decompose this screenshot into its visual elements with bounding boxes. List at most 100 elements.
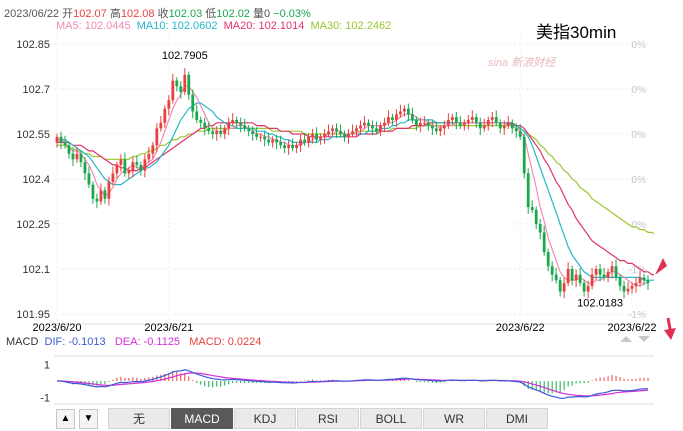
low-value: 102.02 (216, 8, 250, 20)
candle-body (442, 125, 446, 129)
candle-body (231, 119, 235, 123)
candle-body (570, 269, 574, 281)
right-tick-label: 0% (632, 130, 647, 141)
candle-body (642, 277, 646, 281)
x-tick-label: 2023/6/22 (608, 322, 657, 334)
candle-body (111, 173, 115, 182)
candle-body (227, 122, 231, 129)
scroll-arrows[interactable] (620, 336, 650, 342)
volume-label: 量 (253, 8, 264, 20)
candle-body (247, 128, 251, 132)
candlesticks (55, 68, 650, 299)
right-tick-label: 0% (632, 175, 647, 186)
volume-value: 0 (264, 8, 271, 20)
tab-boll[interactable]: BOLL (360, 408, 422, 429)
dif-line (57, 369, 649, 399)
candle-body (498, 122, 502, 129)
candle-body (307, 136, 310, 143)
candle-body (199, 119, 203, 123)
tab-macd[interactable]: MACD (171, 408, 233, 429)
candle-body (159, 122, 163, 129)
candle-body (151, 145, 155, 154)
candle-body (399, 111, 402, 115)
candle-body (335, 128, 338, 132)
candle-body (379, 125, 382, 132)
open-value: 102.07 (73, 8, 107, 20)
candle-body (327, 131, 330, 134)
candle-body (311, 134, 314, 137)
moving-averages (57, 85, 654, 287)
right-tick-label: 0% (632, 220, 647, 231)
ma10-legend: MA10: 102.0602 (136, 20, 218, 32)
candle-body (299, 139, 302, 146)
candle-body (271, 139, 275, 143)
candle-body (606, 271, 610, 278)
candle-body (458, 122, 462, 126)
candle-body (95, 198, 99, 202)
candle-body (534, 209, 538, 224)
high-label: 高 (109, 8, 121, 20)
candle-body (291, 145, 294, 149)
candle-body (387, 117, 390, 123)
candle-body (87, 173, 91, 185)
tab-kdj[interactable]: KDJ (234, 408, 296, 429)
candle-body (127, 170, 131, 174)
candle-body (175, 80, 179, 87)
candle-body (522, 136, 526, 174)
price-annotations: 102.7905 102.0183 (162, 50, 623, 309)
candle-body (331, 128, 334, 132)
macd-title: MACD (6, 336, 39, 348)
ma30-line (57, 124, 654, 235)
candle-body (359, 125, 362, 129)
tab-rsi[interactable]: RSI (297, 408, 359, 429)
macd-lines (57, 369, 649, 399)
candle-body (518, 131, 522, 137)
candle-body (179, 86, 183, 92)
tab-none[interactable]: 无 (108, 408, 170, 429)
macd-legend: MACD DIF: -0.1013 DEA: -0.1125 MACD: 0.0… (6, 336, 261, 348)
candle-body (414, 119, 418, 126)
candle-body (626, 288, 630, 292)
ma-legend: MA5: 102.0445 MA10: 102.0602 MA20: 102.1… (56, 20, 391, 32)
ohlc-date: 2023/06/22 (4, 8, 60, 20)
candle-body (614, 266, 618, 278)
candle-body (554, 274, 558, 281)
zoom-out-button[interactable]: ▼ (79, 409, 98, 429)
candle-body (323, 134, 326, 137)
ma30-legend: MA30: 102.2462 (310, 20, 392, 32)
tab-wr[interactable]: WR (423, 408, 485, 429)
candle-body (466, 119, 470, 123)
y-tick-label: 102.7 (22, 84, 50, 96)
candle-body (191, 94, 195, 112)
tab-dmi[interactable]: DMI (486, 408, 548, 429)
candle-body (630, 285, 634, 289)
right-tick-label: 0% (632, 85, 647, 96)
candle-body (478, 122, 482, 129)
candle-body (123, 159, 127, 174)
candle-body (351, 131, 354, 134)
candle-body (255, 134, 259, 137)
candle-body (235, 119, 239, 123)
right-tick-label: -1% (628, 265, 646, 276)
close-value: 102.03 (168, 8, 203, 20)
candle-body (622, 285, 626, 292)
candle-body (446, 119, 450, 126)
candle-body (315, 134, 318, 140)
macd-tick-label: -1 (40, 392, 50, 404)
candle-body (99, 190, 103, 202)
candle-body (418, 122, 422, 126)
zoom-in-button[interactable]: ▲ (56, 409, 75, 429)
y-tick-label: 102.85 (16, 39, 50, 51)
candle-body (530, 207, 534, 210)
candle-body (486, 119, 490, 126)
candle-body (638, 277, 642, 284)
sina-watermark: sina 新浪财经 (488, 57, 556, 69)
candle-body (574, 274, 578, 281)
candle-body (506, 122, 510, 126)
candle-body (450, 117, 454, 120)
macd-tick-label: 1 (44, 360, 50, 372)
candle-body (287, 145, 291, 149)
candle-body (243, 125, 247, 129)
candle-body (582, 283, 586, 292)
candle-body (375, 128, 378, 132)
